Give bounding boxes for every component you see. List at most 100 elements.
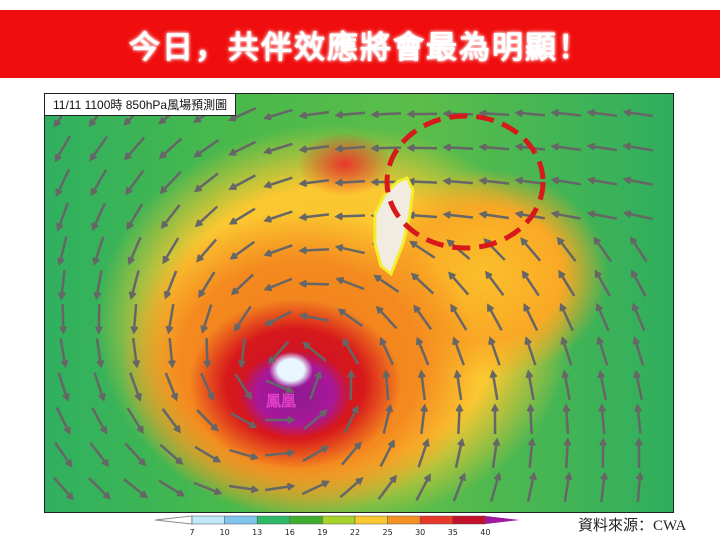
wind-arrow bbox=[227, 107, 257, 122]
wind-arrow bbox=[158, 137, 183, 160]
wind-arrow bbox=[264, 449, 296, 457]
wind-arrow bbox=[452, 336, 465, 366]
colorbar-segment bbox=[256, 515, 291, 525]
wind-arrow bbox=[129, 372, 142, 402]
wind-arrow bbox=[596, 336, 609, 366]
wind-arrow bbox=[263, 108, 293, 121]
wind-arrow bbox=[124, 442, 147, 467]
wind-arrow bbox=[375, 305, 398, 330]
wind-arrow bbox=[420, 403, 429, 435]
wind-arrow bbox=[228, 140, 257, 156]
wind-arrow bbox=[634, 403, 643, 435]
wind-arrow bbox=[521, 270, 540, 297]
wind-arrow bbox=[334, 178, 366, 187]
wind-arrow bbox=[453, 369, 463, 401]
wind-arrow bbox=[303, 409, 328, 430]
wind-arrow bbox=[563, 437, 572, 469]
wind-arrow bbox=[485, 270, 505, 296]
wind-arrow bbox=[199, 372, 215, 402]
wind-arrow bbox=[59, 337, 69, 369]
wind-arrow bbox=[88, 477, 111, 500]
wind-arrow bbox=[442, 211, 474, 219]
wind-arrow bbox=[228, 207, 256, 225]
taiwan-island bbox=[373, 176, 415, 277]
data-source: 資料來源：CWA bbox=[578, 518, 687, 534]
wind-arrow bbox=[631, 269, 647, 297]
wind-arrow bbox=[489, 472, 502, 502]
wind-arrow bbox=[442, 143, 474, 152]
wind-arrow bbox=[417, 369, 426, 401]
wind-arrow bbox=[594, 269, 611, 297]
wind-arrow bbox=[339, 477, 364, 499]
wind-arrow bbox=[347, 369, 356, 401]
colorbar-tick: 22 bbox=[349, 528, 361, 537]
wind-arrow bbox=[196, 238, 218, 263]
wind-arrow bbox=[520, 237, 542, 262]
wind-arrow bbox=[560, 336, 573, 366]
wind-arrow bbox=[56, 236, 68, 267]
wind-arrow bbox=[526, 403, 535, 435]
wind-arrow bbox=[634, 437, 643, 469]
wind-arrow bbox=[90, 169, 108, 197]
wind-arrow bbox=[337, 308, 364, 328]
wind-arrow bbox=[622, 176, 653, 186]
wind-arrow bbox=[55, 406, 71, 435]
wind-arrow bbox=[487, 303, 503, 331]
wind-arrow bbox=[298, 213, 330, 221]
wind-arrow bbox=[263, 277, 293, 292]
title-banner: 今日，共伴效應將會最為明顯！ bbox=[0, 10, 720, 78]
wind-arrow bbox=[410, 272, 435, 295]
wind-arrow bbox=[600, 471, 609, 503]
wind-arrow bbox=[93, 372, 106, 402]
wind-arrow bbox=[263, 244, 293, 257]
wind-arrow bbox=[165, 303, 175, 335]
colorbar-segment bbox=[191, 515, 225, 525]
wind-arrow bbox=[167, 337, 176, 369]
wind-arrow bbox=[342, 337, 360, 365]
wind-arrow bbox=[93, 269, 103, 301]
wind-arrow bbox=[334, 144, 366, 153]
wind-arrow bbox=[593, 236, 613, 263]
wind-arrow bbox=[478, 177, 510, 185]
wind-arrow bbox=[334, 244, 365, 255]
wind-arrow bbox=[301, 480, 330, 496]
wind-arrow bbox=[91, 407, 107, 435]
wind-arrow bbox=[159, 443, 184, 465]
wind-arrow bbox=[370, 144, 402, 153]
wind-arrow bbox=[164, 372, 179, 402]
wind-arrow bbox=[562, 403, 571, 435]
wind-arrow bbox=[158, 479, 186, 497]
wind-arrow bbox=[263, 176, 293, 189]
wind-arrow bbox=[264, 310, 293, 326]
wind-arrow bbox=[228, 174, 256, 190]
wind-arrow bbox=[406, 110, 438, 119]
colorbar-tick: 13 bbox=[252, 528, 263, 537]
wind-arrow bbox=[370, 110, 402, 119]
colorbar-tick: 25 bbox=[382, 528, 393, 537]
wind-arrow bbox=[334, 212, 366, 221]
wind-arrow bbox=[298, 312, 329, 322]
wind-arrow bbox=[379, 439, 395, 468]
map-overlay: 鳳凰 bbox=[52, 101, 654, 503]
wind-arrow bbox=[267, 340, 290, 365]
wind-arrow bbox=[263, 142, 293, 155]
wind-arrow bbox=[230, 273, 255, 296]
colorbar-segment bbox=[322, 515, 356, 525]
wind-arrow bbox=[413, 304, 433, 331]
wind-arrow bbox=[442, 177, 474, 186]
wind-arrow bbox=[335, 276, 365, 291]
colorbar-segment bbox=[354, 515, 388, 525]
wind-arrow bbox=[377, 474, 397, 500]
wind-arrow bbox=[334, 110, 366, 119]
wind-arrow bbox=[298, 110, 330, 120]
colorbar-tick: 16 bbox=[284, 528, 295, 537]
wind-arrow bbox=[160, 204, 181, 230]
colorbar-low-triangle bbox=[154, 515, 193, 525]
wind-arrow bbox=[340, 441, 362, 466]
wind-arrow bbox=[54, 441, 73, 468]
wind-arrow bbox=[525, 369, 535, 400]
wind-arrow bbox=[382, 369, 391, 401]
colorbar-tick: 10 bbox=[219, 528, 230, 537]
wind-arrow bbox=[57, 269, 66, 301]
wind-arrow bbox=[343, 405, 359, 434]
